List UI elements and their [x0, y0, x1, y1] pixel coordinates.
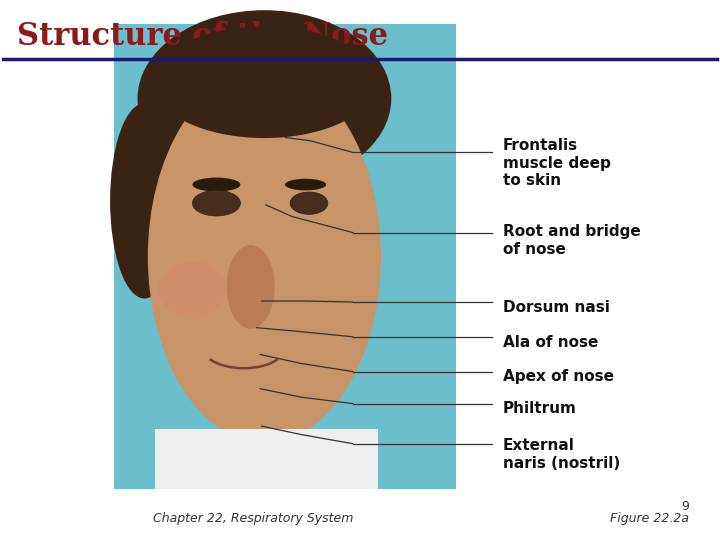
Ellipse shape: [192, 178, 240, 192]
Text: Philtrum: Philtrum: [503, 401, 577, 416]
Text: Figure 22.2a: Figure 22.2a: [610, 512, 688, 525]
Ellipse shape: [138, 10, 391, 187]
Bar: [114, 24, 456, 489]
Ellipse shape: [227, 245, 275, 329]
Text: Frontalis
muscle deep
to skin: Frontalis muscle deep to skin: [503, 138, 611, 188]
Text: 9: 9: [681, 500, 688, 513]
Ellipse shape: [148, 71, 381, 443]
Text: Chapter 22, Respiratory System: Chapter 22, Respiratory System: [153, 512, 353, 525]
Ellipse shape: [285, 179, 326, 191]
Ellipse shape: [192, 191, 240, 216]
Text: Dorsum nasi: Dorsum nasi: [503, 300, 610, 315]
Ellipse shape: [290, 192, 328, 214]
Text: Root and bridge
of nose: Root and bridge of nose: [503, 225, 641, 257]
Bar: [155, 429, 377, 489]
Ellipse shape: [110, 103, 179, 299]
Text: Apex of nose: Apex of nose: [503, 369, 614, 384]
Ellipse shape: [153, 26, 376, 138]
Ellipse shape: [158, 261, 227, 317]
Text: External
naris (nostril): External naris (nostril): [503, 438, 620, 470]
Text: Structure of the Nose: Structure of the Nose: [17, 22, 388, 52]
Text: Ala of nose: Ala of nose: [503, 335, 598, 350]
